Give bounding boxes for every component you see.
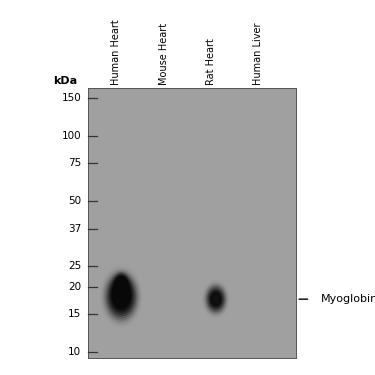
Ellipse shape: [114, 276, 129, 300]
Ellipse shape: [204, 283, 227, 315]
Text: Human Heart: Human Heart: [111, 20, 121, 85]
Ellipse shape: [116, 275, 126, 289]
Text: 37: 37: [68, 224, 81, 234]
Ellipse shape: [117, 282, 125, 294]
Text: Human Liver: Human Liver: [253, 22, 263, 85]
Ellipse shape: [207, 287, 225, 311]
Text: 20: 20: [68, 282, 81, 292]
Ellipse shape: [116, 275, 126, 289]
Ellipse shape: [117, 276, 126, 288]
Ellipse shape: [105, 273, 138, 320]
Ellipse shape: [210, 291, 222, 308]
Text: 15: 15: [68, 309, 81, 319]
Ellipse shape: [114, 277, 128, 299]
Ellipse shape: [115, 279, 128, 298]
Text: 25: 25: [68, 261, 81, 271]
Ellipse shape: [113, 275, 130, 302]
Text: Rat Heart: Rat Heart: [206, 38, 216, 85]
Ellipse shape: [116, 274, 127, 290]
Text: 75: 75: [68, 158, 81, 168]
Ellipse shape: [117, 277, 125, 287]
Ellipse shape: [211, 293, 220, 305]
Text: 150: 150: [62, 93, 81, 103]
Ellipse shape: [104, 271, 139, 322]
Ellipse shape: [206, 286, 225, 312]
Text: kDa: kDa: [54, 76, 78, 86]
Ellipse shape: [118, 278, 124, 286]
Ellipse shape: [117, 281, 126, 296]
Ellipse shape: [113, 285, 129, 308]
Ellipse shape: [209, 290, 223, 309]
Text: 10: 10: [68, 346, 81, 357]
Ellipse shape: [108, 277, 135, 316]
Ellipse shape: [119, 279, 124, 285]
Ellipse shape: [106, 274, 136, 318]
Text: 100: 100: [62, 130, 81, 141]
Ellipse shape: [111, 281, 132, 312]
Ellipse shape: [112, 283, 130, 310]
Text: Mouse Heart: Mouse Heart: [159, 23, 168, 85]
Ellipse shape: [111, 272, 131, 304]
Ellipse shape: [115, 287, 128, 306]
Ellipse shape: [208, 288, 224, 310]
Ellipse shape: [211, 292, 221, 306]
Ellipse shape: [118, 278, 124, 286]
Text: 50: 50: [68, 196, 81, 206]
Ellipse shape: [206, 285, 226, 314]
Ellipse shape: [116, 280, 127, 297]
Text: Myoglobin: Myoglobin: [321, 294, 375, 304]
Ellipse shape: [109, 279, 134, 314]
Ellipse shape: [112, 274, 130, 303]
